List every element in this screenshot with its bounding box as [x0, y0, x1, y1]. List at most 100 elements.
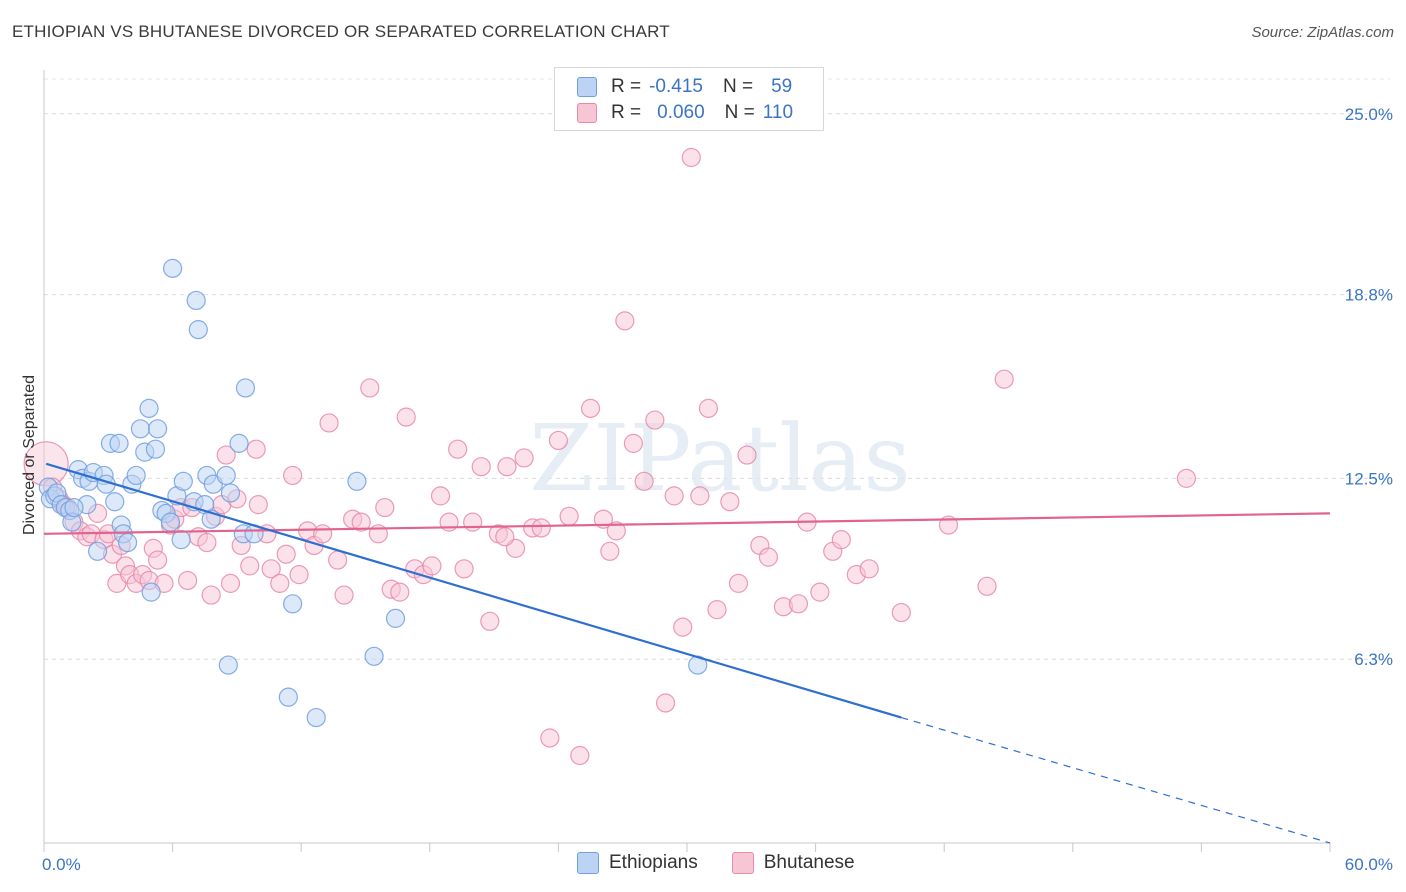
ethiopians-point [105, 492, 125, 512]
ethiopians-point [126, 465, 146, 486]
bhutanese-point [422, 556, 442, 576]
correlation-legend: R = -0.415 N = 59 R = 0.060 N = 110 [554, 67, 824, 131]
legend-swatch-bhutanese [577, 103, 597, 123]
bhutanese-point [891, 602, 911, 623]
bhutanese-point [623, 433, 644, 453]
bhutanese-point [570, 745, 590, 766]
bhutanese-point [313, 524, 333, 544]
bhutanese-point [497, 457, 517, 477]
bhutanese-point [351, 512, 371, 532]
bhutanese-point [788, 594, 809, 614]
bhutanese-point [531, 518, 551, 538]
bhutanese-point [334, 585, 354, 605]
bhutanese-point [606, 521, 626, 541]
bhutanese-point [540, 728, 560, 748]
y-tick-label: 12.5% [1345, 469, 1393, 488]
bhutanese-point [246, 439, 266, 459]
y-axis-label: Divorced or Separated [21, 375, 38, 535]
axes [43, 70, 1331, 852]
ethiopians-point [171, 530, 191, 550]
bhutanese-point [430, 486, 451, 506]
legend-r-label: R = [611, 76, 642, 97]
legend-n-value-bhutanese: 110 [762, 102, 794, 123]
y-tick-label: 18.8% [1345, 286, 1393, 305]
bhutanese-point [559, 506, 579, 526]
series-legend-ethiopians: Ethiopians [577, 852, 698, 874]
bhutanese-point [810, 582, 830, 602]
ethiopians-point [145, 439, 166, 459]
legend-r-value-ethiopians: -0.415 [649, 76, 703, 97]
series-swatch-ethiopians [577, 852, 599, 874]
ethiopians-point [87, 541, 108, 561]
legend-n-label: N = [724, 102, 755, 123]
bhutanese-point [216, 445, 236, 465]
ethiopians-point [147, 419, 168, 439]
bhutanese-point [201, 585, 221, 605]
legend-row-bhutanese: R = 0.060 N = 110 [577, 101, 793, 125]
bhutanese-point [240, 556, 260, 576]
legend-row-ethiopians: R = -0.415 N = 59 [577, 75, 792, 99]
bhutanese-point [645, 410, 665, 430]
legend-swatch-ethiopians [577, 77, 597, 97]
bhutanese-point [664, 486, 684, 506]
bhutanese-point [690, 486, 710, 506]
ethiopians-point [186, 290, 206, 311]
bhutanese-point [289, 565, 309, 585]
ethiopians-point [235, 378, 256, 398]
bhutanese-point [454, 559, 474, 579]
bhutanese-point [495, 527, 515, 547]
legend-r-label: R = [611, 102, 642, 123]
bhutanese-point [360, 378, 380, 398]
ethiopians-point [218, 655, 238, 675]
ethiopians-point [64, 497, 84, 518]
bhutanese-point [248, 495, 268, 515]
ethiopians-point [364, 646, 384, 666]
ethiopians-point [229, 433, 249, 453]
series-legend-bhutanese: Bhutanese [731, 852, 855, 874]
bhutanese-point [673, 617, 693, 637]
ethiopians-point [216, 465, 236, 486]
bhutanese-point [319, 413, 339, 433]
bhutanese-point [831, 530, 851, 550]
bhutanese-point [1176, 468, 1196, 488]
series-legend: Ethiopians Bhutanese [577, 852, 889, 874]
bhutanese-point [261, 559, 281, 579]
bhutanese-point [197, 532, 217, 553]
y-tick-label: 25.0% [1345, 105, 1393, 124]
bhutanese-point [283, 465, 303, 486]
bhutanese-point [720, 492, 740, 512]
trend-lines [43, 462, 1331, 844]
bhutanese-point [737, 445, 757, 465]
ethiopians-point [278, 687, 298, 707]
series-label-ethiopians: Ethiopians [609, 852, 698, 873]
ethiopians-point [109, 433, 129, 453]
ethiopians-point [139, 398, 159, 418]
bhutanese-point [328, 550, 348, 570]
x-tick-label: 0.0% [42, 855, 81, 874]
bhutanese-point [480, 611, 500, 631]
bhutanese-point [707, 600, 727, 620]
bhutanese-point [463, 512, 483, 532]
bhutanese-point [471, 457, 491, 477]
bhutanese-point [178, 570, 198, 591]
bhutanese-point [580, 398, 601, 418]
bhutanese-point [859, 559, 879, 579]
bhutanese-point [390, 582, 410, 602]
bhutanese-point [681, 147, 701, 168]
ethiopians-point [220, 483, 241, 503]
ethiopians-point [385, 608, 406, 628]
ethiopians-point [163, 258, 183, 278]
chart-source: Source: ZipAtlas.com [1251, 24, 1394, 41]
ethiopians-point [141, 582, 161, 602]
bhutanese-point [634, 471, 654, 491]
watermark: ZIPatlas [529, 405, 910, 512]
chart-title: ETHIOPIAN VS BHUTANESE DIVORCED OR SEPAR… [12, 22, 670, 41]
bhutanese-point [977, 576, 997, 596]
bhutanese-point [220, 573, 241, 593]
ethiopians-point [283, 594, 303, 614]
bhutanese-point [994, 369, 1014, 389]
bhutanese-point [514, 448, 534, 468]
bhutanese-point [147, 550, 168, 570]
bhutanese-point [655, 693, 676, 713]
